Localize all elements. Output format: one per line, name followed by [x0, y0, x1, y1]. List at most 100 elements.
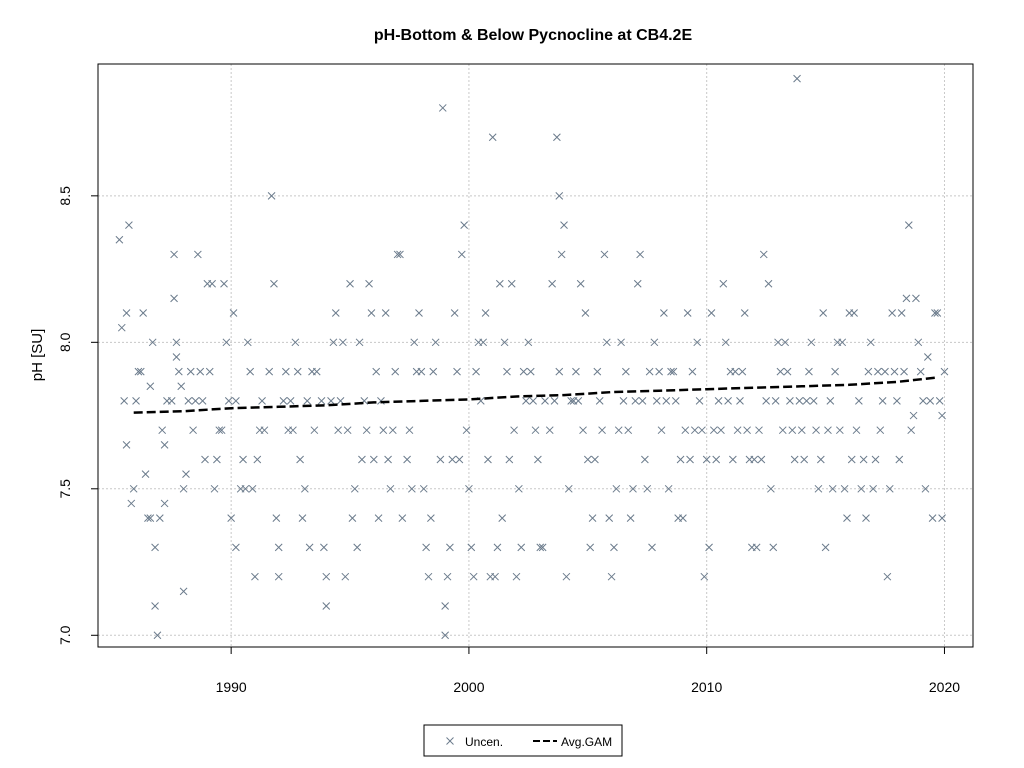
data-point-stroke — [885, 484, 894, 493]
data-point — [923, 353, 932, 361]
data-point — [871, 455, 880, 464]
data-point-stroke — [757, 455, 766, 464]
data-point-stroke — [217, 426, 226, 435]
data-point — [619, 397, 628, 405]
legend-marker-uncen — [446, 737, 454, 745]
data-point-stroke — [767, 484, 775, 493]
data-point — [343, 426, 352, 435]
data-point — [683, 309, 692, 317]
data-point — [719, 279, 728, 288]
data-point-stroke — [923, 353, 932, 361]
data-point — [714, 397, 723, 405]
data-point-stroke — [512, 572, 521, 581]
data-point-stroke — [377, 397, 385, 405]
data-point — [859, 455, 868, 464]
data-point — [248, 484, 257, 493]
data-point — [669, 367, 678, 376]
gam-line — [133, 376, 938, 414]
data-point-stroke — [201, 455, 209, 464]
data-point — [600, 250, 609, 259]
data-point-stroke — [786, 397, 794, 405]
data-point-stroke — [928, 514, 937, 522]
data-point — [322, 602, 331, 610]
data-point-stroke — [384, 455, 392, 464]
data-point — [686, 455, 694, 464]
data-point-stroke — [669, 367, 678, 376]
data-point-stroke — [224, 397, 233, 405]
data-point — [693, 338, 702, 347]
data-point-stroke — [189, 426, 197, 435]
data-point-stroke — [265, 367, 274, 376]
data-point — [186, 367, 195, 376]
data-point — [170, 294, 178, 303]
data-point — [762, 397, 770, 405]
data-point-stroke — [182, 470, 190, 479]
data-point — [740, 309, 749, 317]
data-point — [700, 572, 709, 581]
data-point — [641, 455, 649, 464]
data-point-stroke — [690, 426, 699, 435]
data-point — [296, 455, 304, 464]
data-point — [379, 426, 388, 435]
data-point — [179, 484, 188, 493]
data-point-stroke — [353, 543, 362, 552]
data-point — [612, 484, 621, 493]
data-point-stroke — [481, 309, 490, 317]
data-point-stroke — [293, 367, 302, 376]
data-point-stroke — [232, 543, 240, 552]
data-point — [136, 367, 145, 376]
data-point-stroke — [286, 397, 295, 405]
data-point — [579, 426, 587, 435]
data-point-stroke — [441, 631, 450, 640]
data-point-stroke — [712, 455, 721, 464]
data-point — [938, 411, 946, 420]
data-point — [117, 323, 126, 332]
data-point — [115, 235, 124, 244]
data-point-stroke — [388, 426, 397, 435]
data-point-stroke — [893, 397, 901, 405]
data-point — [127, 499, 136, 508]
data-point-stroke — [167, 397, 176, 405]
data-point-stroke — [679, 514, 687, 522]
data-point — [479, 338, 488, 347]
data-point — [636, 250, 644, 259]
data-point-stroke — [229, 309, 238, 317]
data-point-stroke — [693, 338, 702, 347]
data-point — [253, 455, 262, 464]
data-point-stroke — [795, 397, 804, 405]
data-point-stroke — [586, 543, 595, 552]
data-point-stroke — [172, 338, 181, 347]
data-point — [541, 397, 549, 405]
data-point-stroke — [374, 514, 383, 522]
data-point — [717, 426, 725, 435]
data-point-stroke — [438, 104, 447, 112]
data-point — [146, 382, 155, 391]
data-point — [189, 426, 197, 435]
data-point — [424, 572, 433, 581]
data-point-stroke — [346, 279, 354, 288]
data-point — [650, 338, 659, 347]
data-point-stroke — [179, 484, 188, 493]
data-point-stroke — [781, 338, 790, 347]
data-point-stroke — [155, 514, 164, 522]
data-point — [201, 455, 209, 464]
data-point — [914, 338, 923, 347]
data-point — [545, 426, 554, 435]
data-point — [852, 426, 861, 435]
data-point — [655, 367, 663, 376]
data-point — [329, 338, 338, 347]
data-point — [346, 279, 354, 288]
data-point-stroke — [619, 397, 628, 405]
data-point — [531, 426, 540, 435]
data-point-stroke — [339, 338, 347, 347]
data-point — [728, 455, 737, 464]
y-tick-label: 7.0 — [57, 625, 73, 645]
data-point — [847, 455, 856, 464]
data-point-stroke — [900, 367, 908, 376]
data-point-stroke — [862, 514, 870, 522]
data-point — [812, 426, 820, 435]
data-point — [267, 191, 276, 200]
data-point — [928, 514, 937, 522]
data-point-stroke — [728, 455, 737, 464]
data-point — [274, 543, 283, 552]
